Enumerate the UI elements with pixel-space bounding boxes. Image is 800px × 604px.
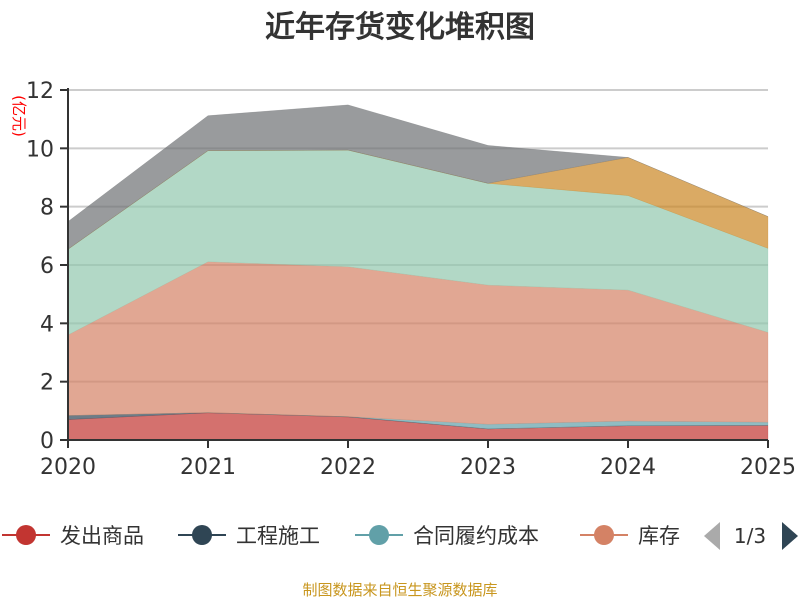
x-tick-label: 2023 [460,455,516,480]
y-tick-label: 6 [40,254,54,279]
legend-prev-arrow-icon[interactable] [704,522,720,550]
y-tick-label: 12 [26,79,54,104]
y-tick-label: 8 [40,196,54,221]
x-tick-label: 2022 [320,455,376,480]
legend: 发出商品 工程施工 合同履约成本 库存 [2,524,680,548]
legend-label: 合同履约成本 [413,524,539,548]
legend-next-arrow-icon[interactable] [782,522,798,550]
legend-circle-icon [594,525,614,545]
y-tick-label: 10 [26,137,54,162]
y-tick-label: 0 [40,429,54,454]
legend-circle-icon [192,525,212,545]
chart-title: 近年存货变化堆积图 [265,10,535,45]
legend-item-2[interactable]: 合同履约成本 [355,524,539,548]
x-tick-label: 2021 [180,455,236,480]
x-tick-label: 2024 [600,455,656,480]
legend-pager: 1/3 [704,522,798,550]
y-tick-label: 2 [40,371,54,396]
legend-label: 工程施工 [236,524,320,548]
legend-item-1[interactable]: 工程施工 [178,524,320,548]
data-source-footer: 制图数据来自恒生聚源数据库 [302,581,497,599]
legend-item-3[interactable]: 库存 [580,524,680,548]
area-series-2 [67,412,769,430]
y-axis-label: (亿元) [10,95,28,137]
legend-item-0[interactable]: 发出商品 [2,524,144,548]
y-tick-label: 4 [40,312,54,337]
x-tick-label: 2020 [40,455,96,480]
legend-label: 发出商品 [60,524,144,548]
legend-circle-icon [16,525,36,545]
legend-circle-icon [369,525,389,545]
area-series-6 [67,104,769,250]
x-tick-label: 2025 [740,455,796,480]
legend-label: 库存 [638,524,680,548]
legend-page-indicator: 1/3 [734,524,766,548]
